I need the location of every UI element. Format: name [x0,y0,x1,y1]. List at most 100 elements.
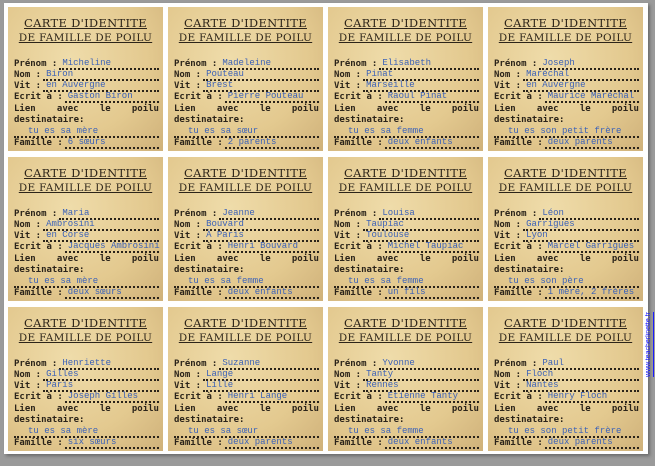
field-famille: Famille : deux parents [494,437,639,449]
field-famille: Famille :2 parents [174,137,319,149]
card-title: CARTE D'IDENTITE [344,166,467,180]
field-label: destinataire: [494,265,565,275]
field-lien-label: Lien avec le poilu [334,404,479,415]
field-label: Ecrit à : [174,242,223,252]
field-label: Vit : [494,81,522,91]
lien-word: avec [536,404,559,414]
card-subtitle: DE FAMILLE DE POILU [338,32,473,44]
field-destinataire-label: destinataire: [14,415,159,426]
field-value: tu es sa sœur [174,426,319,438]
field-label: Ecrit à : [14,92,63,102]
field-destinataire-label: destinataire: [174,265,319,276]
lien-word: poilu [131,104,159,114]
field-value: Marseille [363,80,479,92]
lien-word: Lien [334,104,356,114]
field-ecrit: Ecrit à : Raoul Pinat [334,91,479,103]
field-lien: tu es sa femme [174,276,319,288]
field-value: Ambrosini [43,219,159,231]
field-prenom: Prénom : Léon [494,208,639,220]
field-label: Famille : [174,438,223,448]
field-prenom: Prénom : Henriette [14,358,159,370]
field-lien-label: Lien avec le poilu [14,404,159,415]
field-label: Famille : [334,438,383,448]
lien-word: le [99,104,111,114]
field-label: Nom : [14,70,42,80]
lien-word: le [419,404,431,414]
field-value: Léon [539,208,639,220]
field-label: Nom : [14,370,42,380]
field-value: Biron [43,69,159,81]
field-ecrit: Ecrit à : Gaston Biron [14,91,159,103]
field-value: deux enfants [224,287,319,299]
field-label: Vit : [14,231,42,241]
field-value: Garrigues [523,219,639,231]
field-vit: Vit : Paris [14,380,159,392]
website-link[interactable]: www.teacherlinette.fr [645,312,652,377]
field-lien-label: Lien avec le poilu [334,104,479,115]
field-value: Jacques Ambrosini [64,241,160,253]
lien-word: poilu [451,104,479,114]
field-ecrit: Ecrit à : Henry Floch [494,391,639,403]
card-title: CARTE D'IDENTITE [184,16,307,30]
field-prenom: Prénom : Joseph [494,58,639,70]
field-value: en Corse [43,230,159,242]
field-value: tu es sa femme [334,276,479,288]
card-title: CARTE D'IDENTITE [184,316,307,330]
field-value: un fils [384,287,479,299]
card-subtitle: DE FAMILLE DE POILU [498,32,633,44]
field-value: Etienne Tanty [384,391,479,403]
card-subtitle: DE FAMILLE DE POILU [498,332,633,344]
field-label: Vit : [334,81,362,91]
lien-word: Lien [174,404,196,414]
field-destinataire-label: destinataire: [14,265,159,276]
lien-word: le [99,254,111,264]
field-lien-label: Lien avec le poilu [334,254,479,265]
field-vit: Vit : Lyon [494,230,639,242]
field-label: Vit : [14,381,42,391]
field-nom: Nom : Biron [14,69,159,81]
field-label: Ecrit à : [334,392,383,402]
card-subtitle: DE FAMILLE DE POILU [18,182,153,194]
field-value: Pouteau [203,69,319,81]
field-destinataire-label: destinataire: [334,115,479,126]
field-value: Pinat [363,69,479,81]
field-value: Tanty [363,369,479,381]
field-label: destinataire: [174,415,245,425]
lien-word: le [259,254,271,264]
card-title: CARTE D'IDENTITE [344,316,467,330]
field-value: tu es son père [494,276,639,288]
field-vit: Vit :À Paris [174,230,319,242]
lien-word: avec [536,254,559,264]
field-label: destinataire: [14,115,85,125]
field-value: deux enfants [384,437,479,449]
field-ecrit: Ecrit à : Michel Taupiac [334,241,479,253]
card-title: CARTE D'IDENTITE [184,166,307,180]
field-value: Paul [539,358,639,370]
identity-card: CARTE D'IDENTITE DE FAMILLE DE POILU Préno… [488,307,643,451]
field-ecrit: Ecrit à : Henri Lange [174,391,319,403]
field-label: Ecrit à : [14,242,63,252]
field-value: Marcel Garrigues [544,241,639,253]
lien-word: poilu [291,404,319,414]
lien-word: Lien [14,404,36,414]
field-lien-label: Lien avec le poilu [494,404,639,415]
field-value: Gilles [43,369,159,381]
identity-card: CARTE D'IDENTITE DE FAMILLE DE POILU Préno… [328,157,483,301]
card-title: CARTE D'IDENTITE [504,16,627,30]
field-lien-label: Lien avec le poilu [174,254,319,265]
field-destinataire-label: destinataire: [334,415,479,426]
field-label: Famille : [14,138,63,148]
lien-word: poilu [451,254,479,264]
field-label: Vit : [334,231,362,241]
field-nom: Nom : Floch [494,369,639,381]
lien-word: avec [216,254,239,264]
field-value: tu es sa mère [14,426,159,438]
field-destinataire-label: destinataire: [494,265,639,276]
identity-card: CARTE D'IDENTITE DE FAMILLE DE POILU Préno… [488,157,643,301]
field-value: Bouvard [203,219,319,231]
field-label: Prénom : [494,59,538,69]
field-lien: tu es sa mère [14,126,159,138]
field-destinataire-label: destinataire: [334,265,479,276]
lien-word: Lien [174,254,196,264]
field-label: Nom : [494,220,522,230]
